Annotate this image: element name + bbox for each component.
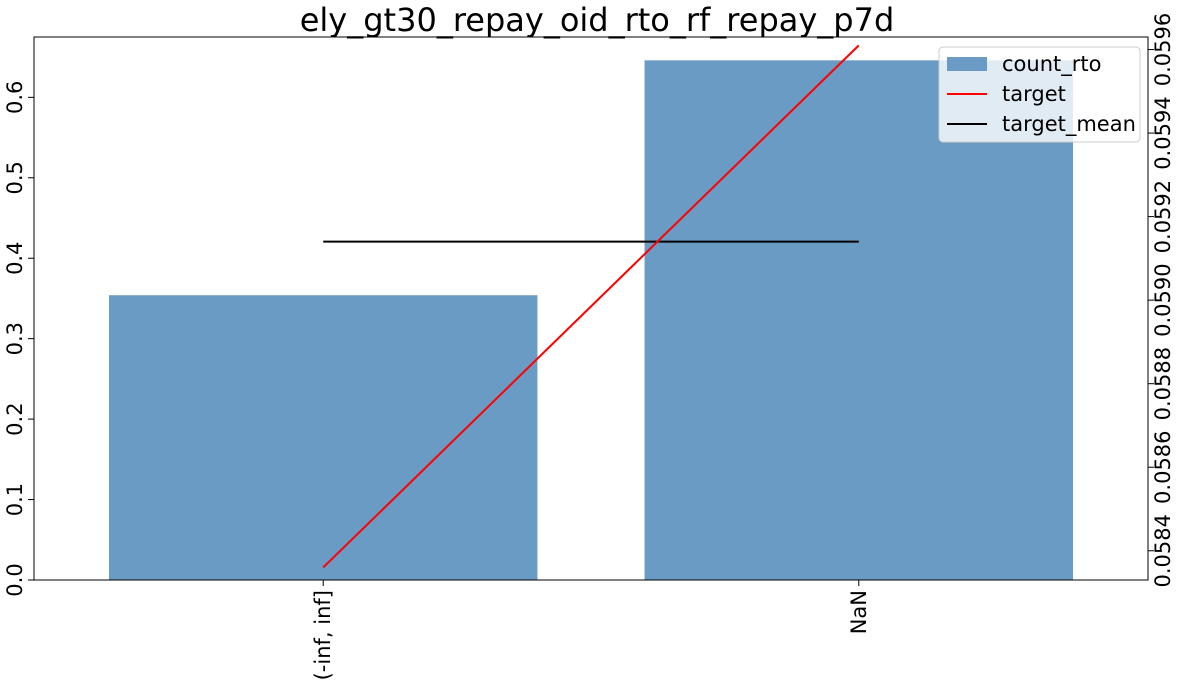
x-axis: (-inf, inf] NaN [311, 580, 871, 680]
plot-frame [33, 36, 1149, 581]
right-tick-label: 0.0584 [1151, 514, 1175, 587]
legend-box [938, 46, 1141, 143]
left-tick-label: 0.1 [3, 483, 27, 516]
left-tick-label: 0.2 [3, 402, 27, 435]
left-tick-label: 0.5 [3, 161, 27, 194]
right-tick-label: 0.0588 [1151, 347, 1175, 420]
legend-label-target_mean: target_mean [1002, 112, 1136, 137]
bar [108, 295, 538, 580]
left-y-axis: 0.0 0.1 0.2 0.3 0.4 0.5 0.6 [3, 81, 34, 597]
right-tick-label: 0.0590 [1151, 263, 1175, 336]
left-tick-label: 0.6 [3, 81, 27, 114]
left-tick-label: 0.4 [3, 242, 27, 275]
x-tick-label: (-inf, inf] [311, 590, 335, 680]
legend-label-target: target [1002, 82, 1066, 106]
left-tick-label: 0.3 [3, 322, 27, 355]
right-tick-label: 0.0586 [1151, 430, 1175, 503]
x-tick-label: NaN [847, 590, 871, 634]
legend-swatch-count_rto [947, 57, 987, 71]
bar [644, 60, 1074, 581]
series-line-target [322, 44, 860, 569]
chart-title: ely_gt30_repay_oid_rto_rf_repay_p7d [300, 1, 895, 39]
right-tick-label: 0.0596 [1151, 13, 1175, 86]
right-tick-label: 0.0594 [1151, 96, 1175, 169]
legend-label-count_rto: count_rto [1002, 52, 1101, 77]
right-y-axis: 0.0584 0.0586 0.0588 0.0590 0.0592 0.0594 0.05… [1148, 13, 1175, 588]
bars-layer [108, 60, 1074, 581]
left-tick-label: 0.0 [3, 563, 27, 596]
lines-layer [322, 44, 860, 569]
right-tick-label: 0.0592 [1151, 180, 1175, 253]
